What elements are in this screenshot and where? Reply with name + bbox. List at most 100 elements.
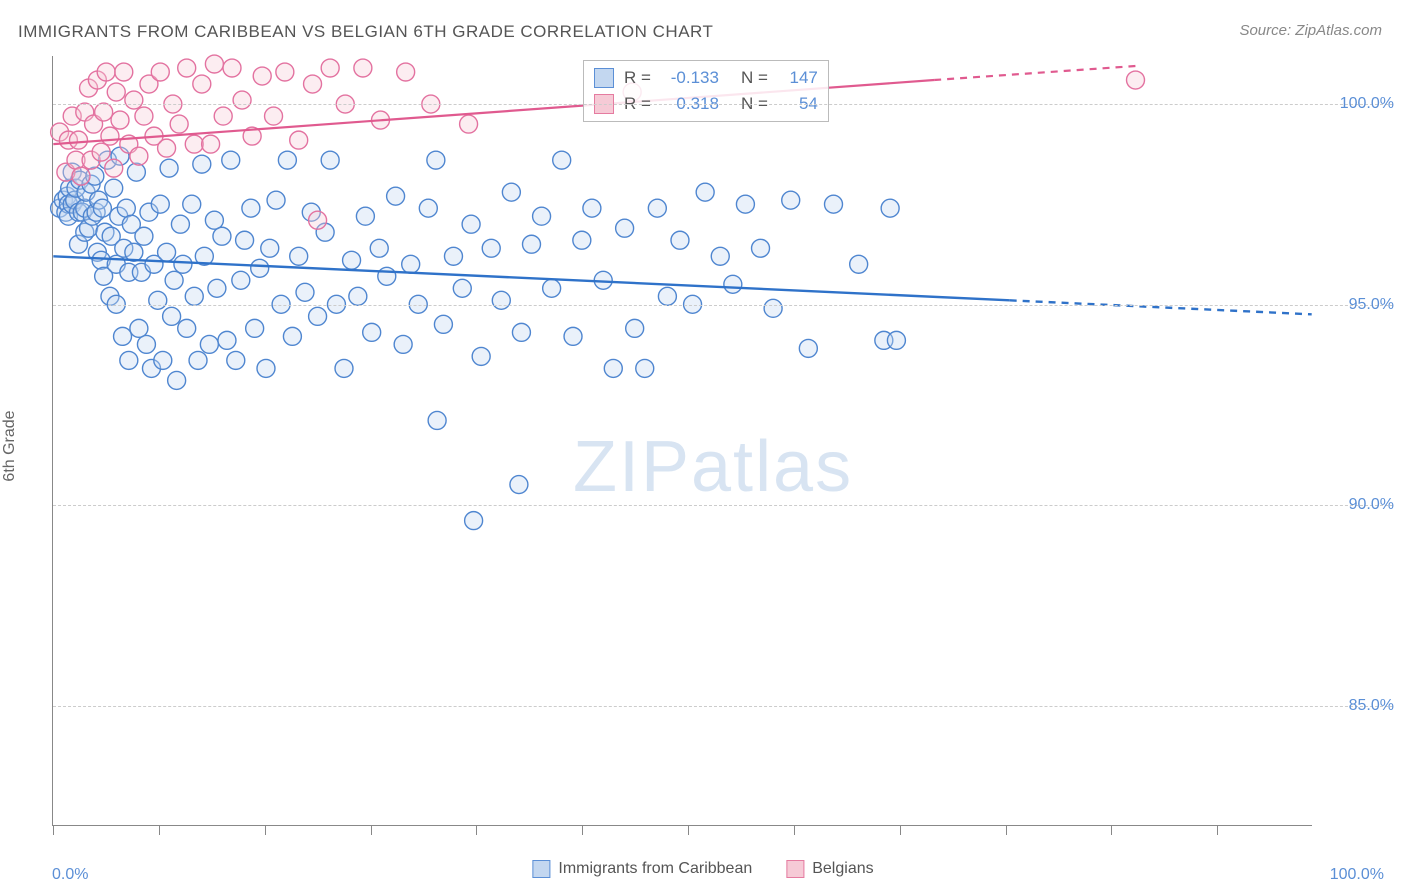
data-point	[178, 319, 196, 337]
data-point	[658, 287, 676, 305]
data-point	[887, 331, 905, 349]
legend-item: Immigrants from Caribbean	[532, 860, 752, 878]
data-point	[444, 247, 462, 265]
data-point	[246, 319, 264, 337]
y-axis-title: 6th Grade	[1, 410, 19, 481]
data-point	[696, 183, 714, 201]
data-point	[626, 319, 644, 337]
chart-title: IMMIGRANTS FROM CARIBBEAN VS BELGIAN 6TH…	[18, 22, 713, 42]
legend-label: Belgians	[812, 860, 873, 878]
x-tick	[688, 825, 689, 835]
x-tick	[582, 825, 583, 835]
data-point	[202, 135, 220, 153]
data-point	[309, 211, 327, 229]
data-point	[304, 75, 322, 93]
data-point	[434, 315, 452, 333]
data-point	[543, 279, 561, 297]
x-tick	[900, 825, 901, 835]
data-point	[296, 283, 314, 301]
data-point	[163, 307, 181, 325]
data-point	[736, 195, 754, 213]
data-point	[149, 291, 167, 309]
data-point	[105, 179, 123, 197]
data-point	[95, 103, 113, 121]
data-point	[349, 287, 367, 305]
data-point	[453, 279, 471, 297]
data-point	[512, 323, 530, 341]
x-tick	[1217, 825, 1218, 835]
data-point	[825, 195, 843, 213]
gridline	[53, 706, 1393, 707]
data-point	[117, 199, 135, 217]
x-tick	[1111, 825, 1112, 835]
data-point	[151, 195, 169, 213]
data-point	[276, 63, 294, 81]
data-point	[533, 207, 551, 225]
data-point	[227, 351, 245, 369]
data-point	[472, 347, 490, 365]
x-tick	[159, 825, 160, 835]
data-point	[174, 255, 192, 273]
data-point	[343, 251, 361, 269]
data-point	[492, 291, 510, 309]
data-point	[309, 307, 327, 325]
data-point	[354, 59, 372, 77]
gridline	[53, 305, 1393, 306]
x-axis-min-label: 0.0%	[52, 866, 88, 884]
plot-area: ZIPatlas R =-0.133N =147R =0.318N =54 10…	[52, 56, 1312, 826]
data-point	[881, 199, 899, 217]
y-tick-label: 95.0%	[1320, 296, 1394, 314]
data-point	[251, 259, 269, 277]
data-point	[72, 167, 90, 185]
data-point	[253, 67, 271, 85]
data-point	[135, 227, 153, 245]
data-point	[193, 75, 211, 93]
data-point	[648, 199, 666, 217]
data-point	[160, 159, 178, 177]
data-point	[193, 155, 211, 173]
chart-svg	[53, 56, 1312, 825]
data-point	[564, 327, 582, 345]
data-point	[290, 247, 308, 265]
data-point	[363, 323, 381, 341]
data-point	[428, 411, 446, 429]
data-point	[604, 359, 622, 377]
x-tick	[476, 825, 477, 835]
data-point	[154, 351, 172, 369]
data-point	[158, 243, 176, 261]
data-point	[168, 371, 186, 389]
data-point	[185, 135, 203, 153]
y-tick-label: 90.0%	[1320, 496, 1394, 514]
data-point	[205, 55, 223, 73]
data-point	[782, 191, 800, 209]
data-point	[482, 239, 500, 257]
x-tick	[371, 825, 372, 835]
data-point	[185, 287, 203, 305]
data-point	[799, 339, 817, 357]
data-point	[183, 195, 201, 213]
legend-swatch	[532, 860, 550, 878]
data-point	[135, 107, 153, 125]
data-point	[93, 199, 111, 217]
y-tick-label: 100.0%	[1320, 95, 1394, 113]
n-value: 147	[778, 68, 818, 88]
data-point	[233, 91, 251, 109]
data-point	[394, 335, 412, 353]
data-point	[427, 151, 445, 169]
data-point	[218, 331, 236, 349]
legend-swatch	[594, 68, 614, 88]
data-point	[462, 215, 480, 233]
legend-swatch	[786, 860, 804, 878]
data-point	[120, 351, 138, 369]
legend-row: R =-0.133N =147	[594, 65, 818, 91]
trend-line-extrapolated	[1010, 300, 1312, 314]
gridline	[53, 505, 1393, 506]
data-point	[583, 199, 601, 217]
data-point	[236, 231, 254, 249]
data-point	[127, 163, 145, 181]
data-point	[200, 335, 218, 353]
data-point	[137, 335, 155, 353]
data-point	[107, 83, 125, 101]
x-tick	[794, 825, 795, 835]
data-point	[261, 239, 279, 257]
